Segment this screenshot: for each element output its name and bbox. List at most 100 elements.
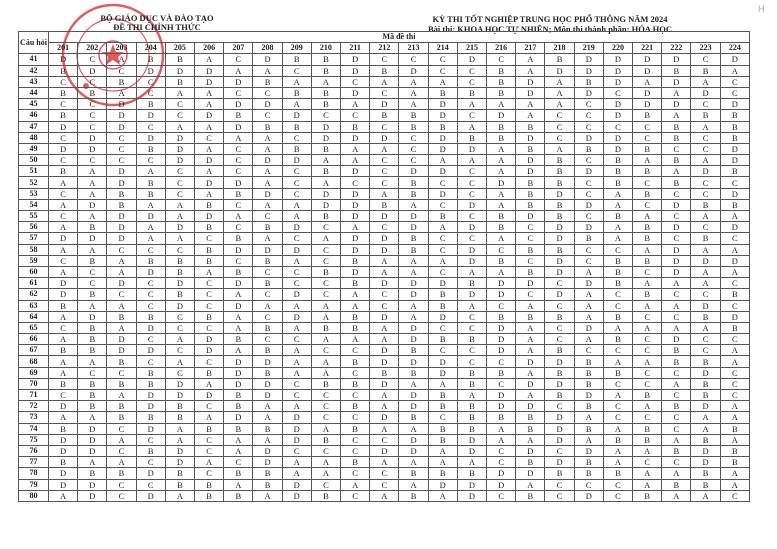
answer-cell: B xyxy=(164,467,196,480)
answer-cell: B xyxy=(47,344,79,357)
answer-cell: B xyxy=(135,411,166,424)
answer-cell: A xyxy=(398,265,429,279)
answer-cell: A xyxy=(77,187,108,200)
answer-cell: D xyxy=(223,277,254,290)
answer-cell: A xyxy=(632,400,663,413)
table-row: 60 A C A D B A B C C B D A A C A A B D A B C D A A xyxy=(18,265,751,279)
answer-cell: A xyxy=(369,400,400,413)
answer-cell: B xyxy=(223,489,254,502)
answer-cell: B xyxy=(486,64,517,77)
answer-cell: B xyxy=(544,198,575,212)
answer-cell: C xyxy=(602,400,634,413)
answer-cell: A xyxy=(632,299,663,312)
answer-cell: D xyxy=(310,187,342,200)
answer-cell: D xyxy=(223,355,254,368)
answer-cell: A xyxy=(252,64,283,77)
answer-cell: A xyxy=(515,321,546,335)
answer-cell: B xyxy=(486,86,517,100)
question-number: 60 xyxy=(18,265,49,279)
answer-cell: A xyxy=(719,478,751,491)
answer-cell: C xyxy=(719,277,751,290)
answer-cell: B xyxy=(310,265,342,279)
answer-cell: D xyxy=(398,355,429,368)
answer-cell: B xyxy=(252,321,283,335)
answer-cell: B xyxy=(719,120,751,133)
answer-cell: B xyxy=(340,254,371,267)
answer-cell: C xyxy=(602,86,634,100)
answer-cell: A xyxy=(573,411,604,424)
answer-cell: C xyxy=(369,120,400,133)
answer-cell: B xyxy=(77,254,108,267)
answer-cell: D xyxy=(486,388,517,402)
answer-cell: C xyxy=(194,277,225,290)
table-row: 73 A A B B B A D A D C C D B C B B B D A C C C A A xyxy=(18,411,751,424)
answer-cell: D xyxy=(602,98,634,111)
question-number: 58 xyxy=(18,243,49,256)
answer-cell: B xyxy=(544,366,575,379)
answer-cell: A xyxy=(661,467,692,480)
answer-cell: A xyxy=(369,333,400,346)
answer-cell: D xyxy=(77,142,108,156)
answer-cell: D xyxy=(544,265,575,279)
question-number: 68 xyxy=(18,355,49,368)
answer-cell: C xyxy=(47,98,79,111)
question-number: 47 xyxy=(18,120,49,133)
answer-cell: D xyxy=(690,254,721,267)
answer-cell: D xyxy=(573,86,604,100)
answer-cell: B xyxy=(486,75,517,88)
answer-cell: D xyxy=(486,109,517,122)
answer-cell: D xyxy=(77,131,108,144)
answer-cell: C xyxy=(544,478,575,491)
answer-cell: D xyxy=(77,444,108,458)
answer-cell: A xyxy=(602,198,634,212)
answer-cell: A xyxy=(602,221,634,234)
answer-cell: C xyxy=(310,444,342,458)
answer-cell: A xyxy=(194,98,225,111)
answer-cell: D xyxy=(515,165,546,178)
answer-cell: A xyxy=(223,288,254,301)
answer-cell: C xyxy=(486,489,517,502)
answer-cell: C xyxy=(544,400,575,413)
answer-cell: D xyxy=(369,131,400,144)
answer-cell: B xyxy=(632,221,663,234)
answer-cell: C xyxy=(719,75,751,88)
answer-cell: C xyxy=(573,120,604,133)
answer-cell: B xyxy=(544,344,575,357)
answer-cell: C xyxy=(135,355,166,368)
answer-cell: C xyxy=(456,310,488,323)
answer-cell: D xyxy=(194,388,225,402)
answer-cell: A xyxy=(690,489,721,502)
answer-cell: C xyxy=(310,109,342,122)
answer-cell: B xyxy=(252,366,283,379)
answer-cell: C xyxy=(632,411,663,424)
answer-cell: A xyxy=(456,98,488,111)
answer-cell: A xyxy=(719,400,751,413)
answer-cell: B xyxy=(427,467,458,480)
table-row: 66 A B D C A D B C C A A A D B B D A C A B C D C C xyxy=(18,333,751,346)
answer-cell: B xyxy=(310,98,342,111)
answer-cell: B xyxy=(456,411,488,424)
answer-cell: A xyxy=(602,456,634,469)
table-row: 44 B B A C A A C C B B D C A B B B D A D C D A D C xyxy=(18,86,751,100)
answer-cell: B xyxy=(77,388,108,402)
table-row: 77 B A A C D A C D A A B A A A A C B D B A C C D B xyxy=(18,456,751,469)
answer-cell: A xyxy=(252,411,283,424)
answer-cell: B xyxy=(573,377,604,391)
answer-cell: A xyxy=(340,98,371,111)
answer-cell: A xyxy=(690,277,721,290)
answer-cell: A xyxy=(194,142,225,156)
answer-cell: A xyxy=(515,388,546,402)
answer-cell: B xyxy=(340,321,371,335)
answer-cell: B xyxy=(602,209,634,223)
answer-cell: C xyxy=(456,321,488,335)
exam-code-205: 205 xyxy=(164,42,196,55)
answer-cell: C xyxy=(77,366,108,379)
exam-code-222: 222 xyxy=(661,42,692,55)
answer-cell: A xyxy=(486,265,517,279)
answer-cell: C xyxy=(427,53,458,66)
answer-cell: B xyxy=(456,366,488,379)
answer-cell: C xyxy=(573,109,604,122)
answer-cell: C xyxy=(164,176,196,189)
answer-cell: D xyxy=(194,344,225,357)
answer-cell: B xyxy=(223,388,254,402)
